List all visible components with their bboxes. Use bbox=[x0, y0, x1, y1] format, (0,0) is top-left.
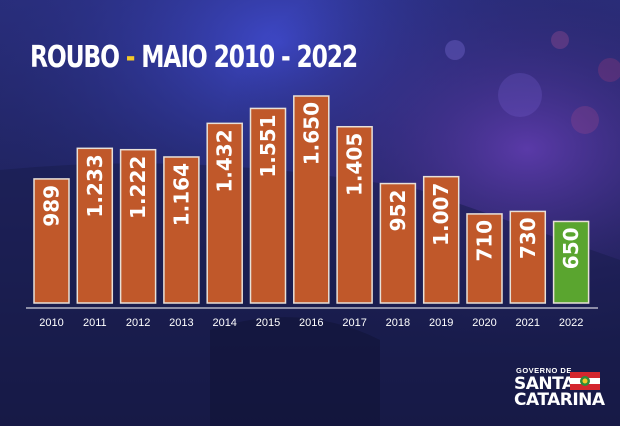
x-tick-label-2022: 2022 bbox=[559, 317, 583, 329]
governo-santa-catarina-logo: GOVERNO DE SANTA CATARINA bbox=[514, 366, 614, 416]
x-tick-label-2010: 2010 bbox=[39, 317, 63, 329]
x-tick-label-2019: 2019 bbox=[429, 317, 453, 329]
value-label-2016: 1.650 bbox=[299, 102, 323, 165]
title-period: MAIO 2010 - 2022 bbox=[141, 40, 358, 75]
title-separator: - bbox=[118, 40, 142, 75]
value-label-2010: 989 bbox=[40, 185, 64, 227]
x-tick-label-2016: 2016 bbox=[299, 317, 323, 329]
x-tick-label-2017: 2017 bbox=[342, 317, 366, 329]
x-tick-label-2020: 2020 bbox=[472, 317, 496, 329]
x-tick-label-2018: 2018 bbox=[386, 317, 410, 329]
bar-2018 bbox=[379, 182, 417, 304]
value-label-2020: 710 bbox=[473, 220, 497, 262]
bar-2022 bbox=[552, 220, 590, 304]
x-tick-label-2021: 2021 bbox=[516, 317, 540, 329]
x-tick-label-2012: 2012 bbox=[126, 317, 150, 329]
bar-2014 bbox=[206, 122, 243, 304]
bar-2015 bbox=[249, 107, 287, 304]
bar-2020 bbox=[466, 213, 503, 304]
value-label-2021: 730 bbox=[516, 217, 540, 259]
x-tick-label-2013: 2013 bbox=[169, 317, 193, 329]
state-flag-icon bbox=[570, 372, 600, 390]
value-label-2012: 1.222 bbox=[126, 156, 150, 219]
x-tick-label-2015: 2015 bbox=[256, 317, 280, 329]
value-label-2011: 1.233 bbox=[83, 154, 107, 217]
chart-title: ROUBO - MAIO 2010 - 2022 bbox=[30, 40, 358, 75]
bar-2013 bbox=[163, 156, 200, 304]
logo-line-catarina: CATARINA bbox=[514, 390, 605, 410]
value-label-2019: 1.007 bbox=[429, 183, 453, 246]
x-tick-label-2011: 2011 bbox=[83, 317, 107, 329]
bar-2019 bbox=[422, 175, 460, 304]
value-label-2014: 1.432 bbox=[213, 129, 237, 192]
bar-2016 bbox=[293, 95, 330, 304]
title-crime-type: ROUBO bbox=[30, 40, 120, 75]
bar-2012 bbox=[119, 148, 157, 304]
value-label-2017: 1.405 bbox=[343, 133, 367, 196]
logo-line-santa: SANTA bbox=[514, 374, 575, 394]
bar-2017 bbox=[336, 125, 373, 304]
value-label-2013: 1.164 bbox=[169, 163, 193, 226]
logo-line-governo: GOVERNO DE bbox=[516, 366, 572, 375]
bar-2010 bbox=[33, 178, 70, 304]
value-label-2015: 1.551 bbox=[256, 114, 280, 177]
x-tick-label-2014: 2014 bbox=[212, 317, 236, 329]
value-label-2022: 650 bbox=[559, 227, 583, 269]
bar-2021 bbox=[509, 210, 547, 304]
value-label-2018: 952 bbox=[386, 190, 410, 232]
bar-2011 bbox=[76, 147, 114, 304]
